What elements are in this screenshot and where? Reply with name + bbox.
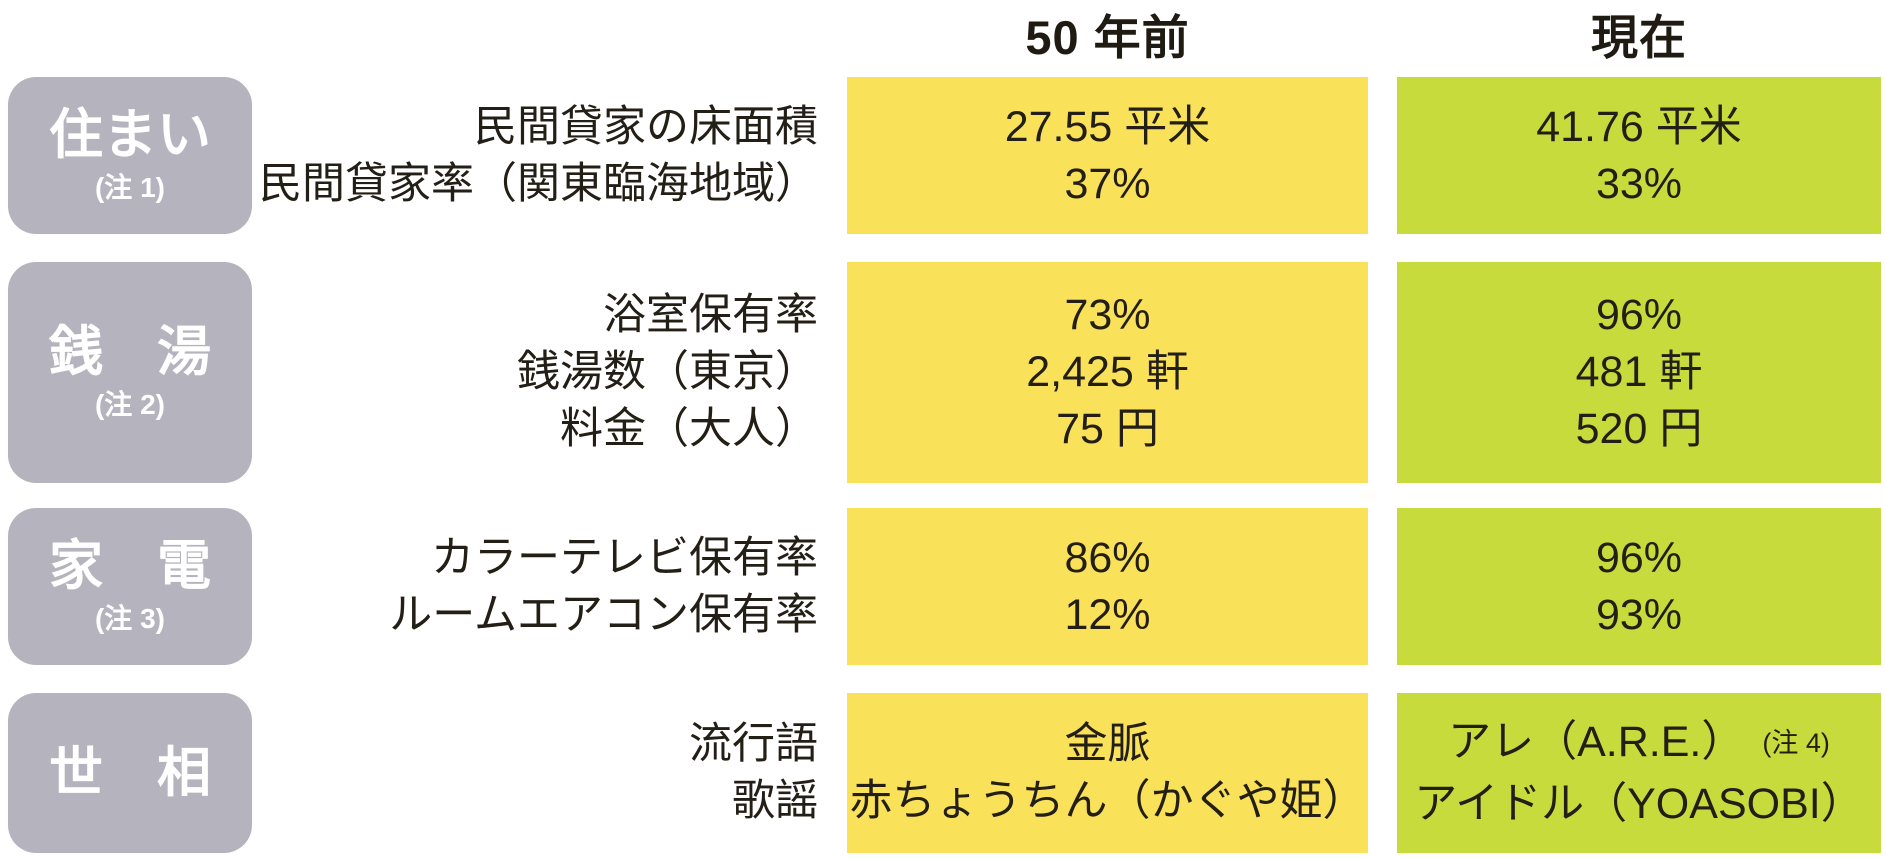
past-value: 赤ちょうちん（かぐや姫） [849, 777, 1366, 825]
category-label: 家 電 [49, 535, 211, 596]
row-labels-appliances: カラーテレビ保有率 ルームエアコン保有率 [252, 508, 818, 665]
row-label: 歌謡 [732, 777, 818, 825]
category-label: 銭 湯 [49, 321, 211, 382]
now-value: 41.76 平米 [1536, 102, 1742, 151]
row-labels-housing: 民間貸家の床面積 民間貸家率（関東臨海地域） [252, 77, 818, 234]
past-cell-sento: 73% 2,425 軒 75 円 [847, 262, 1368, 483]
category-note: (注 3) [94, 602, 165, 634]
now-value-main: アレ（A.R.E.） [1448, 717, 1745, 766]
past-value: 73% [1064, 291, 1151, 339]
now-cell-society: アレ（A.R.E.） (注 4) アイドル（YOASOBI） [1397, 693, 1881, 853]
row-label: ルームエアコン保有率 [389, 590, 818, 639]
row-label: 料金（大人） [560, 405, 818, 453]
now-value: アイドル（YOASOBI） [1414, 779, 1864, 828]
row-label: 浴室保有率 [603, 291, 818, 339]
now-value: 520 円 [1575, 405, 1703, 453]
now-value: 96% [1595, 291, 1683, 339]
column-header-50-years-ago: 50 年前 [1025, 10, 1190, 64]
category-box-society: 世 相 [8, 693, 252, 853]
past-value: 37% [1064, 159, 1151, 208]
category-box-sento: 銭 湯 (注 2) [8, 262, 252, 483]
category-box-appliances: 家 電 (注 3) [8, 508, 252, 665]
row-labels-sento: 浴室保有率 銭湯数（東京） 料金（大人） [252, 262, 818, 483]
now-cell-appliances: 96% 93% [1397, 508, 1881, 665]
row-label: 民間貸家の床面積 [474, 102, 818, 151]
past-value: 75 円 [1056, 405, 1159, 453]
past-cell-appliances: 86% 12% [847, 508, 1368, 665]
category-label: 住まい [49, 104, 211, 165]
column-header-now: 現在 [1591, 10, 1687, 64]
now-value: 33% [1595, 159, 1683, 208]
now-cell-housing: 41.76 平米 33% [1397, 77, 1881, 234]
now-cell-sento: 96% 481 軒 520 円 [1397, 262, 1881, 483]
now-value: 93% [1595, 590, 1683, 639]
category-label: 世 相 [49, 743, 211, 803]
row-label: 流行語 [689, 720, 818, 768]
now-value-footnote: (注 4) [1762, 727, 1830, 758]
now-value: 96% [1595, 533, 1683, 582]
category-box-housing: 住まい (注 1) [8, 77, 252, 234]
past-cell-housing: 27.55 平米 37% [847, 77, 1368, 234]
past-value: 2,425 軒 [1026, 348, 1189, 396]
past-value: 86% [1064, 533, 1151, 582]
past-value: 27.55 平米 [1004, 102, 1211, 151]
row-labels-society: 流行語 歌謡 [252, 693, 818, 853]
category-note: (注 1) [94, 171, 165, 203]
past-cell-society: 金脈 赤ちょうちん（かぐや姫） [847, 693, 1368, 853]
now-value: アレ（A.R.E.） (注 4) [1397, 714, 1881, 776]
row-label: 民間貸家率（関東臨海地域） [259, 159, 818, 208]
past-value: 12% [1064, 590, 1151, 639]
row-label: 銭湯数（東京） [517, 348, 818, 396]
row-label: カラーテレビ保有率 [431, 533, 818, 582]
category-note: (注 2) [94, 388, 165, 420]
past-value: 金脈 [1064, 720, 1151, 768]
now-value: 481 軒 [1575, 348, 1703, 396]
